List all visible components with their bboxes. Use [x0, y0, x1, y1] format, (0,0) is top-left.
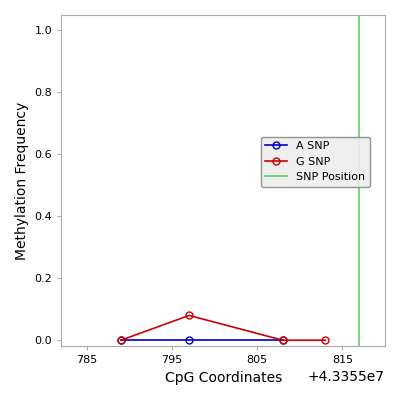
G SNP	[118, 338, 123, 343]
Line: G SNP: G SNP	[118, 312, 329, 344]
A SNP	[118, 338, 123, 343]
G SNP	[280, 338, 285, 343]
A SNP	[187, 338, 192, 343]
G SNP	[187, 313, 192, 318]
Line: A SNP: A SNP	[118, 337, 286, 344]
Legend: A SNP, G SNP, SNP Position: A SNP, G SNP, SNP Position	[261, 136, 370, 186]
Y-axis label: Methylation Frequency: Methylation Frequency	[15, 102, 29, 260]
X-axis label: CpG Coordinates: CpG Coordinates	[164, 371, 282, 385]
G SNP	[323, 338, 328, 343]
A SNP	[280, 338, 285, 343]
